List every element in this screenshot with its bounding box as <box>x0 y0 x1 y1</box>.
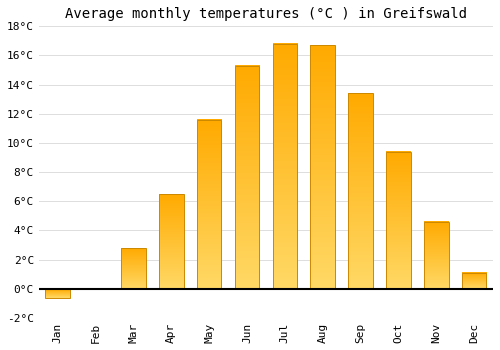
Bar <box>121 248 146 289</box>
Bar <box>310 45 335 289</box>
Bar <box>234 66 260 289</box>
Title: Average monthly temperatures (°C ) in Greifswald: Average monthly temperatures (°C ) in Gr… <box>65 7 467 21</box>
Bar <box>386 152 410 289</box>
Bar <box>197 120 222 289</box>
Bar <box>424 222 448 289</box>
Bar <box>348 93 373 289</box>
Bar <box>159 194 184 289</box>
Bar <box>272 44 297 289</box>
Bar <box>462 273 486 289</box>
Bar <box>46 289 70 298</box>
